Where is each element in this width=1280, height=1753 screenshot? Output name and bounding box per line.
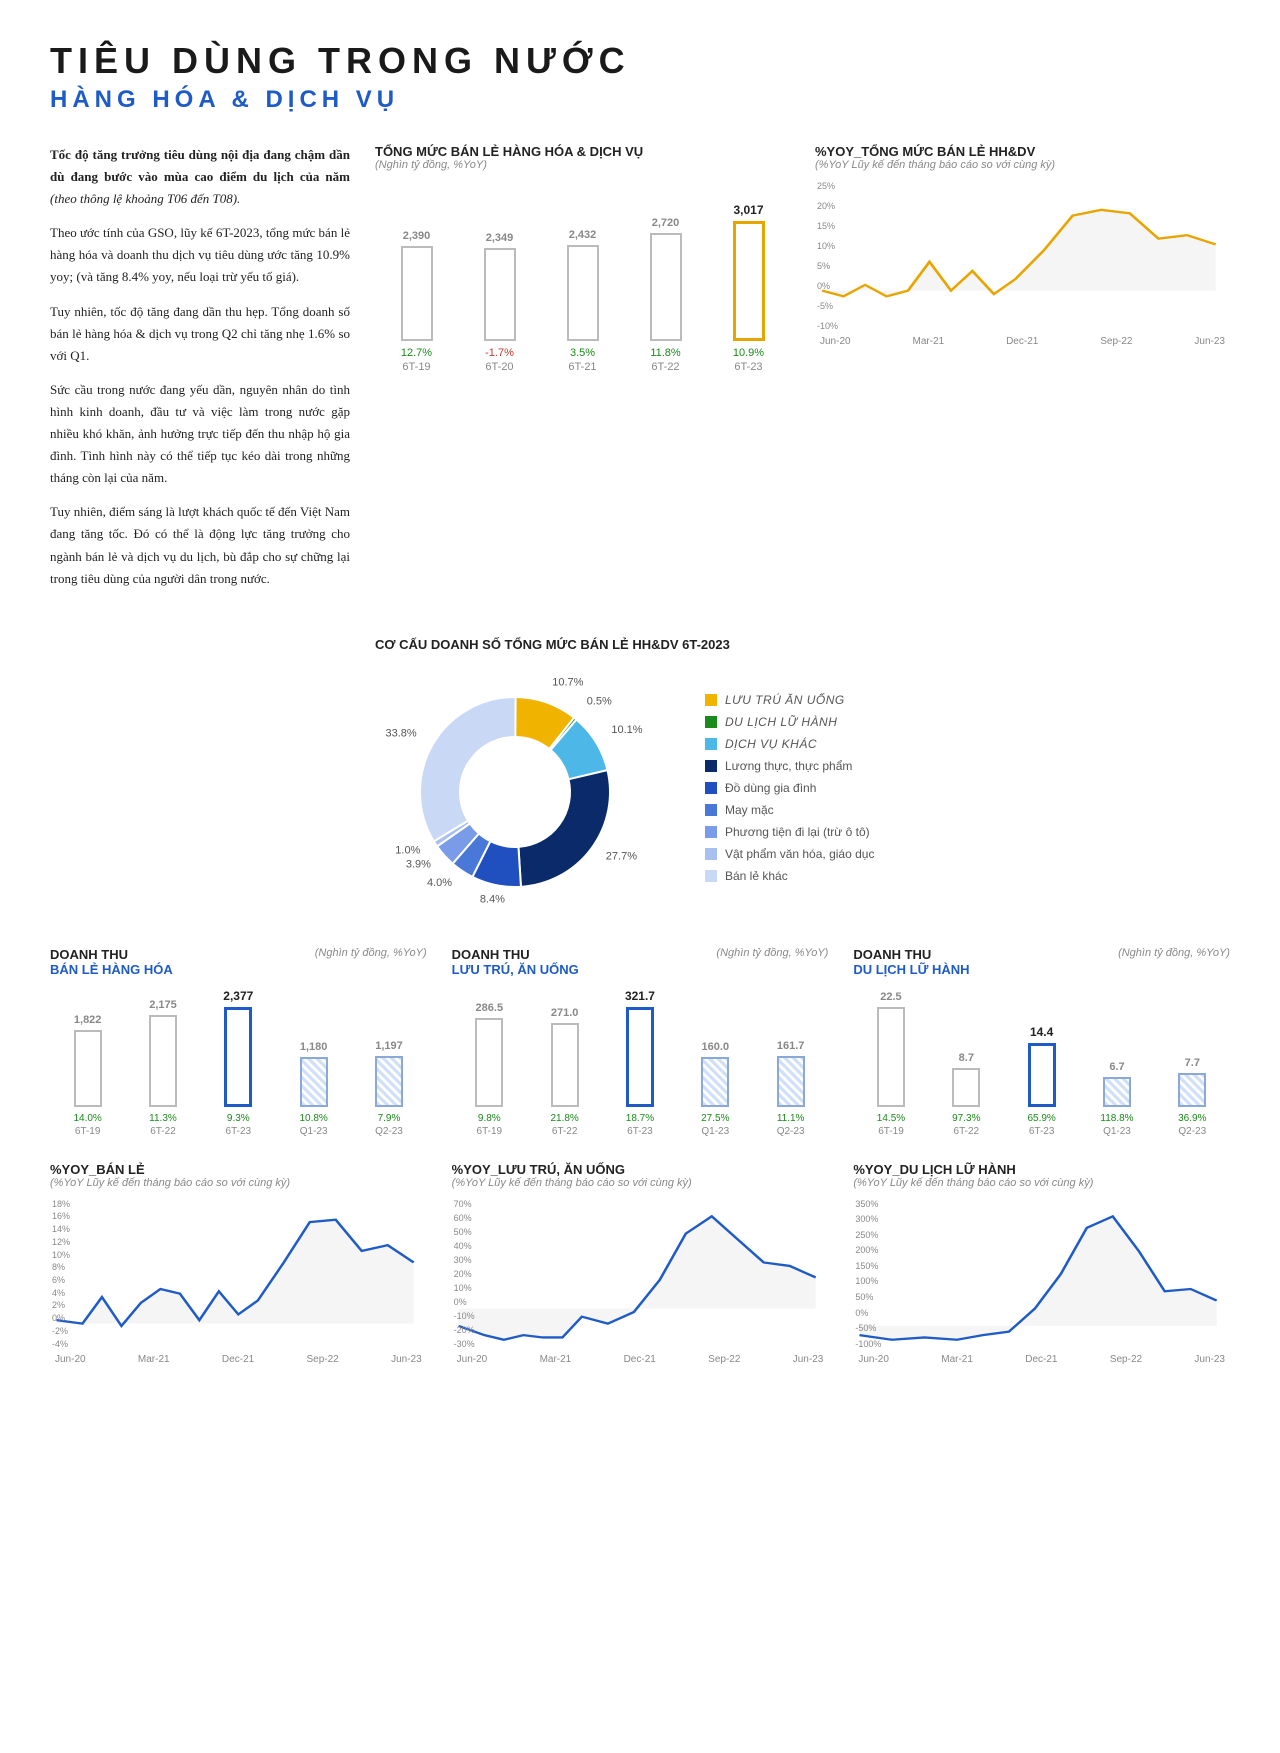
chart-subtitle: (%YoY Lũy kế đến tháng báo cáo so với cù… xyxy=(452,1177,829,1189)
rev-travel-chart: DOANH THU DU LỊCH LỮ HÀNH (Nghìn tỷ đồng… xyxy=(853,947,1230,1137)
chart-title-sub: LƯU TRÚ, ĂN UỐNG xyxy=(452,962,579,977)
para-4: Sức cầu trong nước đang yếu dần, nguyên … xyxy=(50,379,350,489)
svg-text:0.5%: 0.5% xyxy=(587,695,612,707)
svg-text:33.8%: 33.8% xyxy=(385,727,416,739)
title-sub: HÀNG HÓA & DỊCH VỤ xyxy=(50,86,1230,114)
svg-text:4.0%: 4.0% xyxy=(427,877,452,889)
svg-text:1.0%: 1.0% xyxy=(395,844,420,856)
chart-title: %YOY_DU LỊCH LỮ HÀNH xyxy=(853,1162,1230,1177)
chart-title: DOANH THU xyxy=(452,947,579,962)
rev-retail-chart: DOANH THU BÁN LẺ HÀNG HÓA (Nghìn tỷ đồng… xyxy=(50,947,427,1137)
chart-title-sub: BÁN LẺ HÀNG HÓA xyxy=(50,962,173,977)
chart-title: %YOY_TỔNG MỨC BÁN LẺ HH&DV xyxy=(815,144,1230,159)
chart-title: DOANH THU xyxy=(50,947,173,962)
chart-subtitle: (%YoY Lũy kế đến tháng báo cáo so với cù… xyxy=(853,1177,1230,1189)
svg-text:27.7%: 27.7% xyxy=(606,850,637,862)
lead-italic: (theo thông lệ khoảng T06 đến T08). xyxy=(50,191,240,206)
chart-subtitle: (Nghìn tỷ đồng, %YoY) xyxy=(1118,947,1230,959)
svg-text:10.7%: 10.7% xyxy=(552,676,583,688)
svg-text:8.4%: 8.4% xyxy=(480,893,505,905)
chart-title-sub: DU LỊCH LỮ HÀNH xyxy=(853,962,969,977)
yoy-total-chart: %YOY_TỔNG MỨC BÁN LẺ HH&DV (%YoY Lũy kế … xyxy=(815,144,1230,602)
para-5: Tuy nhiên, điểm sáng là lượt khách quốc … xyxy=(50,501,350,589)
para-2: Theo ước tính của GSO, lũy kế 6T-2023, t… xyxy=(50,222,350,288)
chart-subtitle: (%YoY Lũy kế đến tháng báo cáo so với cù… xyxy=(815,159,1230,171)
chart-title: %YOY_BÁN LẺ xyxy=(50,1162,427,1177)
chart-title: %YOY_LƯU TRÚ, ĂN UỐNG xyxy=(452,1162,829,1177)
rev-food-chart: DOANH THU LƯU TRÚ, ĂN UỐNG (Nghìn tỷ đồn… xyxy=(452,947,829,1137)
donut-section: CƠ CẤU DOANH SỐ TỔNG MỨC BÁN LẺ HH&DV 6T… xyxy=(375,637,1230,922)
chart-subtitle: (Nghìn tỷ đồng, %YoY) xyxy=(716,947,828,959)
title-main: TIÊU DÙNG TRONG NƯỚC xyxy=(50,40,1230,82)
donut-title: CƠ CẤU DOANH SỐ TỔNG MỨC BÁN LẺ HH&DV 6T… xyxy=(375,637,1230,652)
yoy-travel-chart: %YOY_DU LỊCH LỮ HÀNH (%YoY Lũy kế đến th… xyxy=(853,1162,1230,1379)
lead-text: Tốc độ tăng trưởng tiêu dùng nội địa đan… xyxy=(50,147,350,184)
donut-chart: 10.7% 0.5% 10.1% 27.7% 8.4% 4.0% 3.9% 1.0% 33.8% xyxy=(375,662,675,922)
yoy-retail-chart: %YOY_BÁN LẺ (%YoY Lũy kế đến tháng báo c… xyxy=(50,1162,427,1379)
svg-text:3.9%: 3.9% xyxy=(406,858,431,870)
intro-text: Tốc độ tăng trưởng tiêu dùng nội địa đan… xyxy=(50,144,350,602)
yoy-food-chart: %YOY_LƯU TRÚ, ĂN UỐNG (%YoY Lũy kế đến t… xyxy=(452,1162,829,1379)
chart-subtitle: (Nghìn tỷ đồng, %YoY) xyxy=(375,159,790,171)
chart-title: DOANH THU xyxy=(853,947,969,962)
chart-subtitle: (Nghìn tỷ đồng, %YoY) xyxy=(315,947,427,959)
chart-title: TỔNG MỨC BÁN LẺ HÀNG HÓA & DỊCH VỤ xyxy=(375,144,790,159)
donut-legend: LƯU TRÚ ĂN UỐNGDU LỊCH LỮ HÀNHDỊCH VỤ KH… xyxy=(705,693,874,891)
para-3: Tuy nhiên, tốc độ tăng đang dần thu hẹp.… xyxy=(50,301,350,367)
svg-text:10.1%: 10.1% xyxy=(611,724,642,736)
total-retail-chart: TỔNG MỨC BÁN LẺ HÀNG HÓA & DỊCH VỤ (Nghì… xyxy=(375,144,790,602)
chart-subtitle: (%YoY Lũy kế đến tháng báo cáo so với cù… xyxy=(50,1177,427,1189)
